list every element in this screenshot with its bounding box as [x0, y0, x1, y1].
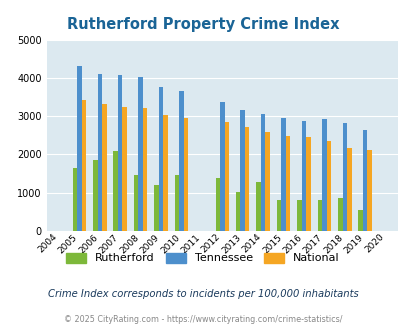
Bar	[346, 148, 351, 231]
Bar	[143, 108, 147, 231]
Bar	[358, 210, 362, 231]
Bar	[179, 91, 183, 231]
Bar	[154, 185, 158, 231]
Bar	[158, 87, 163, 231]
Bar	[220, 102, 224, 231]
Text: Crime Index corresponds to incidents per 100,000 inhabitants: Crime Index corresponds to incidents per…	[47, 289, 358, 299]
Bar	[301, 121, 305, 231]
Bar	[265, 132, 269, 231]
Bar	[174, 175, 179, 231]
Bar	[77, 66, 81, 231]
Bar	[97, 74, 102, 231]
Bar	[260, 114, 265, 231]
Bar	[317, 200, 321, 231]
Bar	[163, 115, 167, 231]
Bar	[102, 104, 106, 231]
Bar	[224, 121, 228, 231]
Bar	[134, 175, 138, 231]
Bar	[244, 127, 249, 231]
Bar	[285, 136, 290, 231]
Bar	[296, 200, 301, 231]
Bar	[305, 137, 310, 231]
Bar	[326, 141, 330, 231]
Bar	[113, 150, 118, 231]
Bar	[342, 123, 346, 231]
Bar	[281, 118, 285, 231]
Bar	[321, 119, 326, 231]
Bar	[122, 107, 127, 231]
Bar	[276, 200, 281, 231]
Bar	[256, 182, 260, 231]
Bar	[215, 178, 220, 231]
Bar	[183, 118, 188, 231]
Bar	[362, 130, 367, 231]
Bar	[337, 198, 342, 231]
Bar	[118, 75, 122, 231]
Bar	[93, 160, 97, 231]
Text: © 2025 CityRating.com - https://www.cityrating.com/crime-statistics/: © 2025 CityRating.com - https://www.city…	[64, 315, 341, 324]
Bar	[81, 100, 86, 231]
Legend: Rutherford, Tennessee, National: Rutherford, Tennessee, National	[63, 249, 342, 267]
Bar	[367, 150, 371, 231]
Text: Rutherford Property Crime Index: Rutherford Property Crime Index	[66, 17, 339, 32]
Bar	[240, 110, 244, 231]
Bar	[72, 168, 77, 231]
Bar	[138, 77, 143, 231]
Bar	[235, 192, 240, 231]
